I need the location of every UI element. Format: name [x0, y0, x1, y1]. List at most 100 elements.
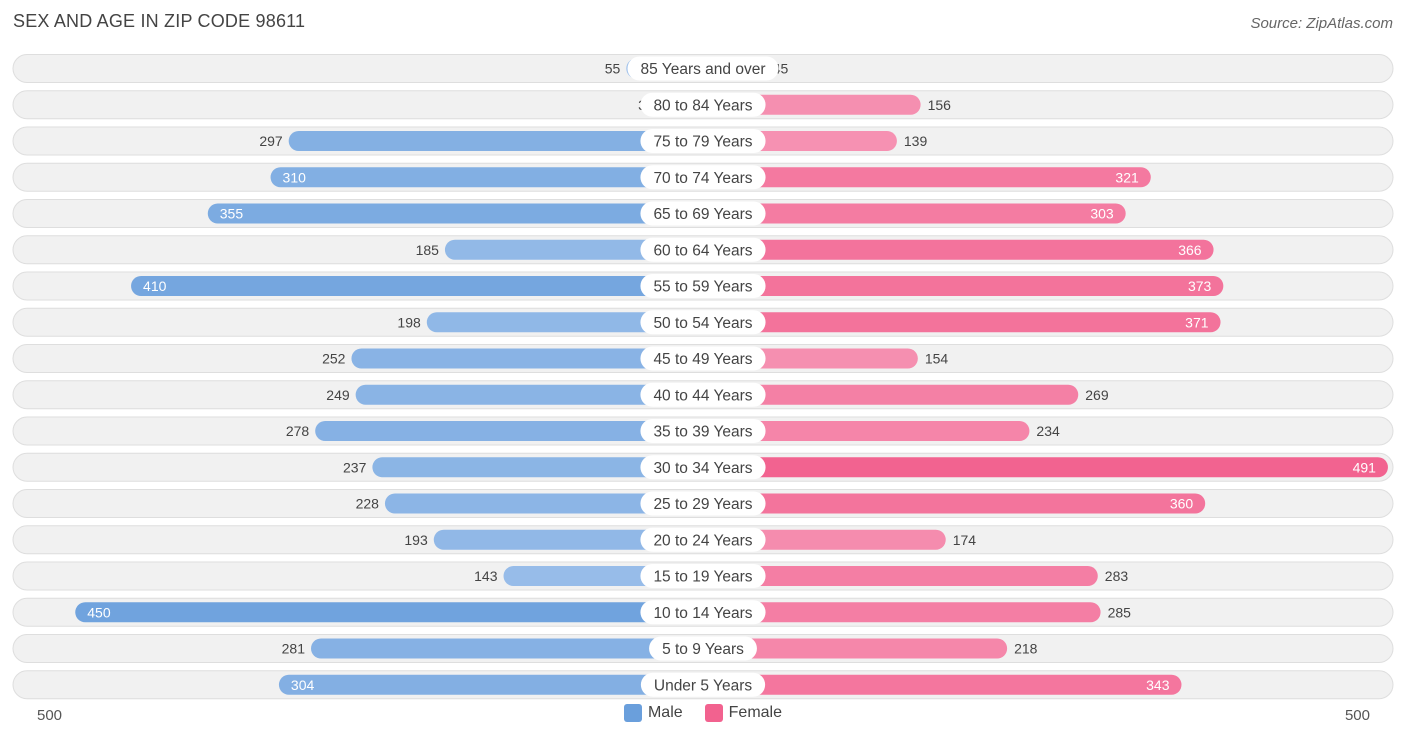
male-bar[interactable]	[207, 203, 703, 224]
chart-source: Source: ZipAtlas.com	[1250, 15, 1393, 32]
category-pill	[627, 56, 779, 81]
category-label: 35 to 39 Years	[653, 424, 752, 441]
row-11: 237 491 30 to 34 Years	[12, 452, 1394, 482]
row-7: 198 371 50 to 54 Years	[12, 307, 1394, 337]
male-value-label: 237	[343, 459, 367, 475]
category-label: 15 to 19 Years	[653, 569, 752, 586]
male-bar[interactable]	[131, 276, 704, 296]
category-pill	[640, 527, 766, 552]
male-value-label: 310	[283, 169, 307, 185]
male-value-label: 55	[605, 61, 621, 77]
category-pill	[640, 564, 766, 588]
male-bar[interactable]	[288, 131, 703, 151]
category-pill	[640, 274, 766, 298]
category-label: 50 to 54 Years	[653, 315, 752, 332]
male-value-label: 450	[87, 604, 111, 620]
category-label: 45 to 49 Years	[653, 351, 752, 368]
female-bar[interactable]	[703, 638, 1008, 659]
category-label: 75 to 79 Years	[653, 134, 752, 151]
category-pill	[649, 636, 757, 661]
female-bar[interactable]	[703, 167, 1151, 188]
category-label: 80 to 84 Years	[653, 97, 752, 114]
female-bar[interactable]	[703, 276, 1224, 296]
row-10: 278 234 35 to 39 Years	[12, 416, 1394, 446]
category-label: Under 5 Years	[654, 677, 752, 694]
male-bar[interactable]	[315, 421, 703, 441]
row-8: 252 154 45 to 49 Years	[12, 344, 1394, 373]
female-value-label: 174	[953, 532, 977, 548]
male-value-label: 297	[259, 133, 283, 149]
female-value-label: 154	[925, 351, 949, 367]
category-pill	[640, 672, 766, 697]
male-bar[interactable]	[270, 167, 703, 188]
female-bar[interactable]	[703, 239, 1214, 260]
male-bar[interactable]	[426, 312, 703, 333]
category-pill	[640, 600, 766, 625]
category-label: 40 to 44 Years	[653, 387, 752, 404]
row-4: 355 303 65 to 69 Years	[12, 199, 1394, 228]
male-bar[interactable]	[311, 638, 703, 659]
female-value-label: 343	[1146, 677, 1170, 693]
row-9: 249 269 40 to 44 Years	[12, 380, 1394, 410]
male-value-label: 252	[322, 351, 346, 367]
male-value-label: 281	[282, 641, 306, 657]
axis-label-left: 500	[37, 707, 63, 724]
male-value-label: 228	[356, 496, 380, 512]
female-value-label: 283	[1105, 568, 1129, 584]
female-value-label: 234	[1036, 423, 1060, 439]
female-bar[interactable]	[703, 421, 1030, 441]
female-value-label: 139	[904, 133, 928, 149]
category-pill	[640, 129, 766, 153]
female-bar[interactable]	[703, 384, 1079, 405]
legend-swatch-male	[623, 704, 642, 722]
category-label: 65 to 69 Years	[653, 206, 752, 223]
male-bar[interactable]	[444, 239, 703, 260]
male-bar[interactable]	[384, 493, 703, 514]
female-value-label: 218	[1014, 641, 1038, 657]
female-value-label: 371	[1185, 314, 1209, 330]
female-value-label: 156	[928, 97, 952, 113]
row-14: 143 283 15 to 19 Years	[12, 561, 1394, 591]
row-13: 193 174 20 to 24 Years	[12, 525, 1394, 555]
male-bar[interactable]	[355, 384, 703, 405]
female-bar[interactable]	[703, 602, 1101, 623]
female-bar[interactable]	[703, 457, 1388, 478]
legend: Male Female	[0, 704, 1406, 722]
axis-label-right: 500	[1344, 707, 1370, 724]
category-pill	[640, 237, 766, 262]
female-value-label: 285	[1108, 604, 1132, 620]
row-12: 228 360 25 to 29 Years	[12, 489, 1394, 518]
category-pill	[640, 92, 766, 117]
row-17: 304 343 Under 5 Years	[12, 670, 1394, 700]
male-bar[interactable]	[372, 457, 703, 478]
female-value-label: 360	[1170, 496, 1194, 512]
female-bar[interactable]	[703, 493, 1206, 514]
female-value-label: 366	[1178, 242, 1202, 258]
female-bar[interactable]	[703, 674, 1182, 695]
row-15: 450 285 10 to 14 Years	[12, 597, 1394, 627]
category-label: 60 to 64 Years	[653, 242, 752, 259]
female-value-label: 321	[1115, 169, 1139, 185]
legend-item-male[interactable]: Male	[623, 704, 683, 722]
category-label: 70 to 74 Years	[653, 170, 752, 187]
male-bar[interactable]	[433, 529, 703, 550]
male-value-label: 410	[143, 278, 167, 294]
category-pill	[640, 455, 766, 480]
female-bar[interactable]	[703, 312, 1221, 333]
chart-title: SEX AND AGE IN ZIP CODE 98611	[13, 11, 306, 31]
male-bar[interactable]	[351, 348, 703, 369]
row-16: 281 218 5 to 9 Years	[12, 634, 1394, 663]
category-pill	[640, 491, 766, 516]
male-bar[interactable]	[278, 674, 703, 695]
male-bar[interactable]	[75, 602, 703, 623]
female-bar[interactable]	[703, 566, 1098, 586]
legend-item-female[interactable]: Female	[704, 704, 783, 722]
legend-label-female: Female	[728, 704, 783, 721]
row-1: 3115680 to 84 Years	[12, 90, 1394, 120]
legend-label-male: Male	[647, 704, 683, 721]
row-2: 297 139 75 to 79 Years	[12, 126, 1394, 156]
category-pill	[640, 346, 766, 371]
female-bar[interactable]	[703, 203, 1126, 224]
